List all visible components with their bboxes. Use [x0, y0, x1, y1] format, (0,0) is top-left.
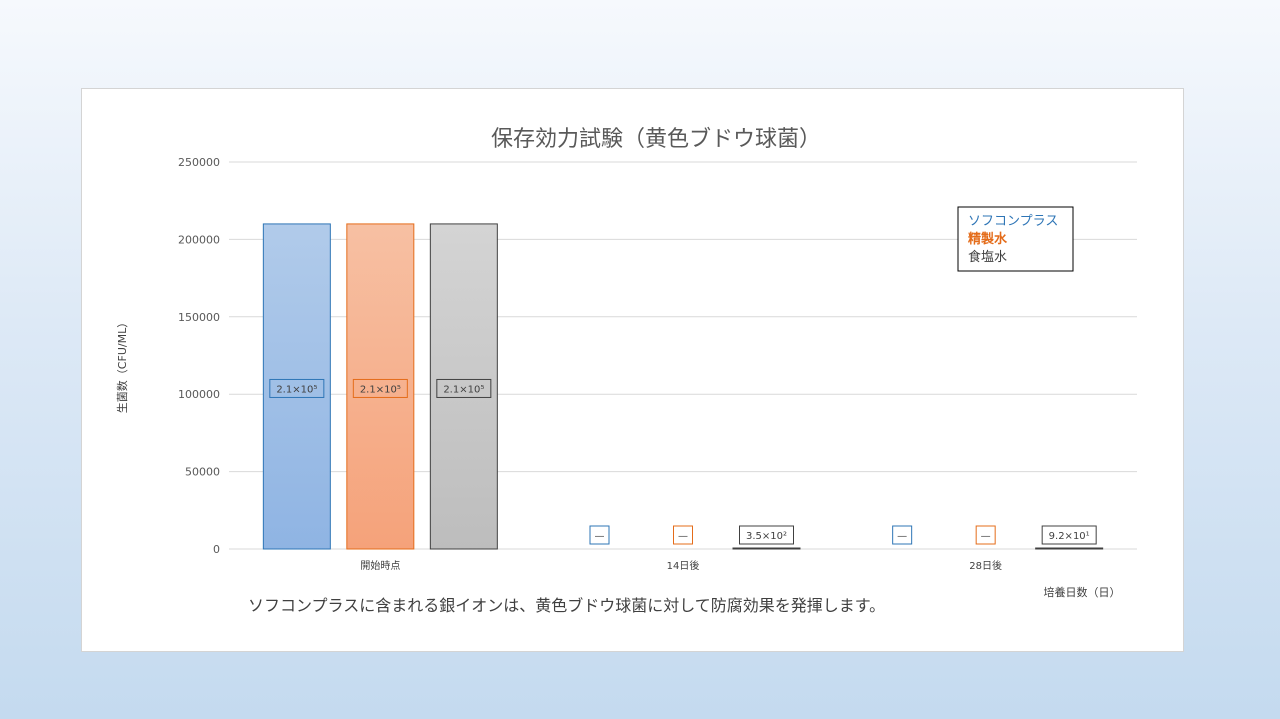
data-label-box — [589, 525, 610, 545]
data-label-text: — — [678, 531, 688, 542]
data-label-box — [436, 378, 492, 398]
legend-entry: 食塩水 — [968, 249, 1007, 265]
legend-entry: 精製水 — [968, 231, 1008, 247]
y-axis-ticks: 0 50000 100000 150000 200000 250000 — [178, 156, 220, 556]
chart-card: 保存効力試験（黄色ブドウ球菌） 0 50000 100000 150000 200000… — [81, 88, 1184, 652]
data-label: 2.1×10⁵ — [269, 378, 325, 398]
data-label: — — [892, 525, 913, 545]
legend-box — [957, 206, 1074, 272]
data-label-text: — — [595, 531, 605, 542]
x-axis-categories: 開始時点 14日後 28日後 — [360, 559, 1002, 572]
data-label-text: 9.2×10¹ — [1049, 531, 1090, 542]
y-tick-label: 100000 — [178, 388, 220, 401]
data-label: — — [975, 525, 996, 545]
data-label: — — [589, 525, 610, 545]
chart-title: 保存効力試験（黄色ブドウ球菌） — [491, 127, 821, 152]
data-label-text: 2.1×10⁵ — [443, 384, 484, 395]
caption: ソフコンプラスに含まれる銀イオンは、黄色ブドウ球菌に対して防腐効果を発揮します。 — [248, 596, 885, 615]
data-label-box — [269, 378, 325, 398]
x-axis-label: 培養日数（日） — [1044, 585, 1121, 599]
y-axis-label: 生菌数（CFU/ML） — [115, 317, 129, 413]
data-label: 2.1×10⁵ — [436, 378, 492, 398]
data-label-box — [673, 525, 693, 545]
y-tick-label: 50000 — [185, 466, 220, 479]
data-label: — — [673, 525, 693, 545]
x-category-label: 14日後 — [667, 559, 700, 572]
data-label-text: 2.1×10⁵ — [360, 384, 401, 395]
chart: 保存効力試験（黄色ブドウ球菌） 0 50000 100000 150000 200000… — [115, 127, 1137, 615]
data-label: 2.1×10⁵ — [352, 378, 408, 398]
data-label-text: — — [897, 531, 907, 542]
y-tick-label: 150000 — [178, 311, 220, 324]
data-label-box — [739, 525, 794, 545]
data-labels: 2.1×10⁵ 2.1×10⁵ 2.1×10⁵ — — 3.5×10² — — 9.2×10¹ — [269, 378, 1097, 545]
legend-entry: ソフコンプラス — [968, 214, 1058, 229]
bar — [1035, 547, 1104, 550]
data-label-box — [975, 525, 996, 545]
bar — [346, 223, 415, 550]
y-tick-label: 0 — [213, 543, 220, 556]
bars — [262, 223, 1104, 550]
data-label-text: 2.1×10⁵ — [276, 384, 317, 395]
bar — [262, 223, 331, 550]
y-tick-label: 250000 — [178, 156, 220, 169]
data-label-text: — — [981, 531, 991, 542]
data-label: 3.5×10² — [739, 525, 794, 545]
y-tick-label: 200000 — [178, 233, 220, 246]
x-category-label: 28日後 — [969, 559, 1002, 572]
data-label-box — [892, 525, 913, 545]
data-label-text: 3.5×10² — [746, 531, 787, 542]
data-label-box — [352, 378, 408, 398]
bar — [429, 223, 498, 550]
x-category-label: 開始時点 — [360, 559, 400, 572]
data-label: 9.2×10¹ — [1041, 525, 1097, 545]
bar — [732, 547, 801, 550]
data-label-box — [1041, 525, 1097, 545]
